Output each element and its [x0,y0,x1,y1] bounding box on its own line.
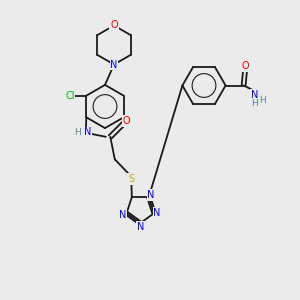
Text: O: O [122,116,130,126]
Text: O: O [241,61,249,71]
Text: N: N [136,222,144,232]
Text: N: N [119,210,127,220]
Text: N: N [153,208,161,218]
Text: N: N [83,127,91,137]
Text: O: O [110,20,118,31]
Text: H: H [74,128,81,137]
Text: N: N [148,190,155,200]
Text: H: H [260,96,266,105]
Text: N: N [251,90,258,100]
Text: H: H [251,99,258,108]
Text: S: S [128,174,134,184]
Text: N: N [110,59,118,70]
Text: Cl: Cl [65,91,74,101]
